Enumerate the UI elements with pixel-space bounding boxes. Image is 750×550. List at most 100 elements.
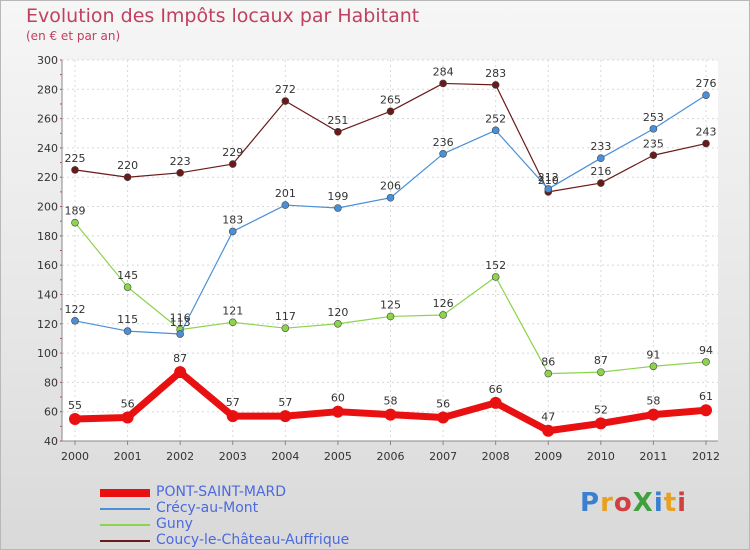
data-point	[334, 204, 342, 212]
data-label: 183	[222, 213, 243, 226]
data-point	[649, 362, 658, 371]
data-point	[281, 97, 290, 105]
y-tick-label: 220	[37, 171, 58, 184]
x-tick-label: 2003	[219, 450, 247, 463]
logo-letter: i	[653, 488, 664, 518]
data-point	[542, 424, 555, 437]
data-label: 152	[485, 259, 506, 272]
data-point	[176, 330, 184, 338]
data-label: 201	[275, 187, 296, 200]
data-label: 113	[170, 316, 191, 329]
y-tick-label: 200	[37, 201, 58, 214]
data-point	[71, 317, 79, 325]
data-point	[649, 125, 658, 133]
data-point	[439, 79, 447, 88]
x-tick-label: 2000	[61, 450, 89, 463]
data-label: 116	[170, 312, 191, 325]
logo-letter: X	[632, 488, 654, 518]
data-point	[228, 318, 237, 327]
data-label: 235	[643, 137, 664, 150]
data-label: 58	[384, 395, 398, 408]
data-point	[331, 405, 344, 418]
data-label: 253	[643, 111, 664, 124]
data-label: 57	[278, 396, 292, 409]
data-label: 115	[117, 313, 138, 326]
logo-letter: t	[663, 488, 678, 518]
data-point	[386, 312, 395, 321]
data-label: 87	[173, 352, 187, 365]
data-label: 56	[121, 398, 135, 411]
data-label: 60	[331, 392, 345, 405]
data-point	[491, 126, 500, 135]
x-tick-label: 2004	[271, 450, 299, 463]
data-label: 91	[646, 348, 660, 361]
data-label: 233	[590, 140, 611, 153]
data-label: 223	[170, 155, 191, 168]
y-tick-label: 60	[44, 406, 58, 419]
data-point	[702, 91, 710, 99]
x-tick-label: 2006	[377, 450, 405, 463]
data-label: 251	[327, 114, 348, 127]
data-point	[386, 107, 395, 116]
data-label: 206	[380, 180, 401, 193]
data-point	[334, 128, 342, 136]
data-label: 57	[226, 396, 240, 409]
data-point	[439, 311, 447, 319]
data-label: 252	[485, 112, 506, 125]
data-label: 216	[590, 165, 611, 178]
data-point	[649, 151, 658, 160]
data-point	[174, 366, 187, 379]
logo-letter: r	[600, 488, 614, 518]
y-tick-label: 300	[37, 54, 58, 67]
data-label: 52	[594, 403, 608, 416]
legend-swatch	[100, 540, 150, 542]
x-tick-label: 2002	[166, 450, 194, 463]
y-tick-label: 160	[37, 259, 58, 272]
legend-label: Guny	[156, 516, 193, 532]
data-point	[647, 408, 660, 421]
data-label: 66	[489, 383, 503, 396]
data-point	[597, 368, 605, 376]
data-label: 212	[538, 171, 559, 184]
data-label: 125	[380, 298, 401, 311]
x-tick-label: 2012	[692, 450, 720, 463]
data-label: 55	[68, 399, 82, 412]
y-tick-label: 140	[37, 288, 58, 301]
data-point	[228, 160, 237, 168]
x-tick-label: 2007	[429, 450, 457, 463]
data-point	[226, 410, 239, 423]
data-label: 145	[117, 269, 138, 282]
data-point	[491, 81, 500, 89]
y-tick-label: 80	[44, 376, 58, 389]
legend-swatch	[100, 524, 150, 526]
data-point	[702, 358, 710, 366]
data-point	[176, 169, 184, 177]
data-label: 47	[541, 411, 555, 424]
data-point	[71, 166, 79, 174]
y-tick-label: 280	[37, 83, 58, 96]
data-point	[439, 149, 447, 158]
data-point	[384, 408, 397, 421]
data-point	[69, 413, 81, 426]
data-point	[386, 193, 395, 202]
y-tick-label: 100	[37, 347, 58, 360]
x-tick-label: 2001	[114, 450, 142, 463]
data-label: 58	[646, 395, 660, 408]
data-point	[489, 396, 502, 409]
chart-subtitle: (en € et par an)	[26, 29, 121, 43]
data-point	[700, 404, 712, 417]
data-label: 243	[696, 126, 717, 139]
data-label: 56	[436, 398, 450, 411]
data-label: 121	[222, 304, 243, 317]
data-label: 87	[594, 354, 608, 367]
data-label: 272	[275, 83, 296, 96]
data-label: 199	[327, 190, 348, 203]
data-point	[121, 411, 134, 424]
data-label: 265	[380, 93, 401, 106]
data-point	[228, 227, 237, 236]
x-tick-label: 2011	[639, 450, 667, 463]
data-label: 236	[433, 136, 454, 149]
data-point	[702, 139, 710, 148]
data-label: 120	[327, 306, 348, 319]
